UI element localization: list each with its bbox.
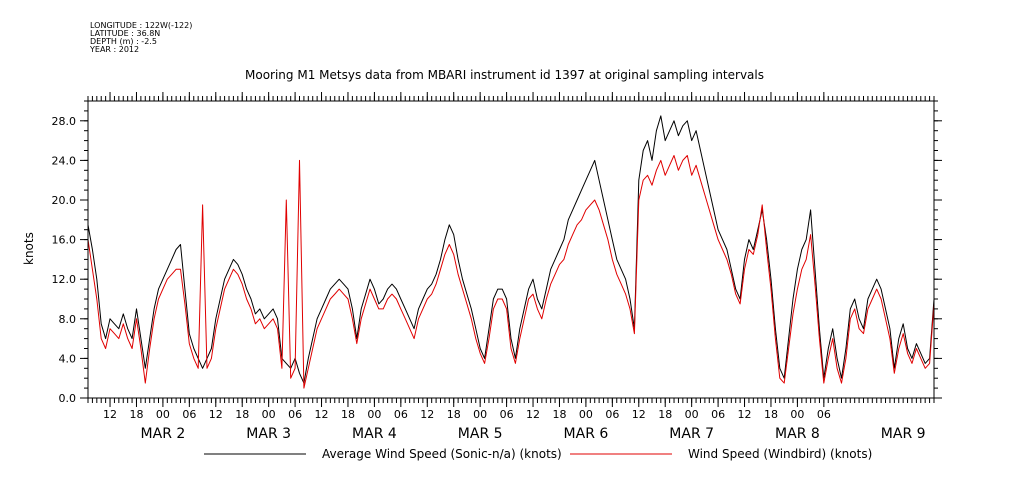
year-label: YEAR : 2012	[90, 45, 140, 54]
longitude-label: LONGITUDE : 122W(-122)	[90, 21, 193, 30]
x-hour-tick-label: 06	[500, 408, 514, 421]
x-hour-tick-label: 12	[315, 408, 329, 421]
x-hour-tick-label: 00	[262, 408, 276, 421]
depth-label: DEPTH (m) : -2.5	[90, 37, 157, 46]
x-day-label: MAR 6	[564, 426, 609, 442]
x-hour-tick-label: 18	[764, 408, 778, 421]
x-hour-tick-label: 06	[605, 408, 619, 421]
x-hour-tick-label: 18	[341, 408, 355, 421]
x-hour-tick-label: 18	[235, 408, 249, 421]
x-day-label: MAR 9	[881, 426, 926, 442]
y-tick-label: 8.0	[59, 313, 77, 326]
x-hour-tick-label: 18	[658, 408, 672, 421]
x-day-label: MAR 2	[141, 426, 186, 442]
x-day-label: MAR 3	[246, 426, 291, 442]
axis-tick-labels: 12 18 00 06 12 18 00 06 12 18 00 06 12 18 00 06 12 18 00 06…	[52, 115, 926, 442]
x-hour-tick-label: 12	[632, 408, 646, 421]
plot-frame	[87, 100, 935, 399]
x-hour-tick-label: 00	[473, 408, 487, 421]
x-hour-tick-label: 00	[367, 408, 381, 421]
y-tick-label: 4.0	[59, 352, 77, 365]
x-day-label: MAR 4	[352, 426, 397, 442]
x-hour-tick-label: 12	[738, 408, 752, 421]
y-tick-label: 20.0	[52, 194, 77, 207]
y-tick-label: 0.0	[59, 392, 77, 405]
legend-label-windbird-wind-speed: Wind Speed (Windbird) (knots)	[688, 447, 873, 461]
y-tick-label: 24.0	[52, 154, 77, 167]
x-hour-tick-label: 06	[182, 408, 196, 421]
y-tick-label: 28.0	[52, 115, 77, 128]
series-lines	[87, 115, 935, 389]
x-day-label: MAR 5	[458, 426, 503, 442]
x-hour-tick-label: 12	[103, 408, 117, 421]
x-hour-tick-label: 00	[579, 408, 593, 421]
x-hour-tick-label: 12	[420, 408, 434, 421]
series-line-windbird-wind-speed	[87, 155, 935, 389]
x-day-label: MAR 7	[669, 426, 714, 442]
x-hour-tick-label: 18	[552, 408, 566, 421]
x-hour-tick-label: 12	[209, 408, 223, 421]
x-hour-tick-label: 00	[685, 408, 699, 421]
series-line-average-wind-speed	[87, 115, 935, 384]
x-hour-tick-label: 06	[711, 408, 725, 421]
chart-title: Mooring M1 Metsys data from MBARI instru…	[245, 68, 764, 82]
x-hour-tick-label: 00	[156, 408, 170, 421]
x-hour-tick-label: 06	[288, 408, 302, 421]
x-hour-tick-label: 06	[394, 408, 408, 421]
legend-label-average-wind-speed: Average Wind Speed (Sonic-n/a) (knots)	[322, 447, 562, 461]
y-tick-label: 12.0	[52, 273, 77, 286]
x-hour-tick-label: 12	[526, 408, 540, 421]
x-hour-tick-label: 00	[790, 408, 804, 421]
x-day-label: MAR 8	[775, 426, 820, 442]
latitude-label: LATITUDE : 36.8N	[90, 29, 161, 38]
x-hour-tick-label: 18	[129, 408, 143, 421]
x-hour-tick-label: 06	[817, 408, 831, 421]
x-hour-tick-label: 18	[447, 408, 461, 421]
y-tick-label: 16.0	[52, 234, 77, 247]
axis-ticks	[80, 92, 942, 407]
